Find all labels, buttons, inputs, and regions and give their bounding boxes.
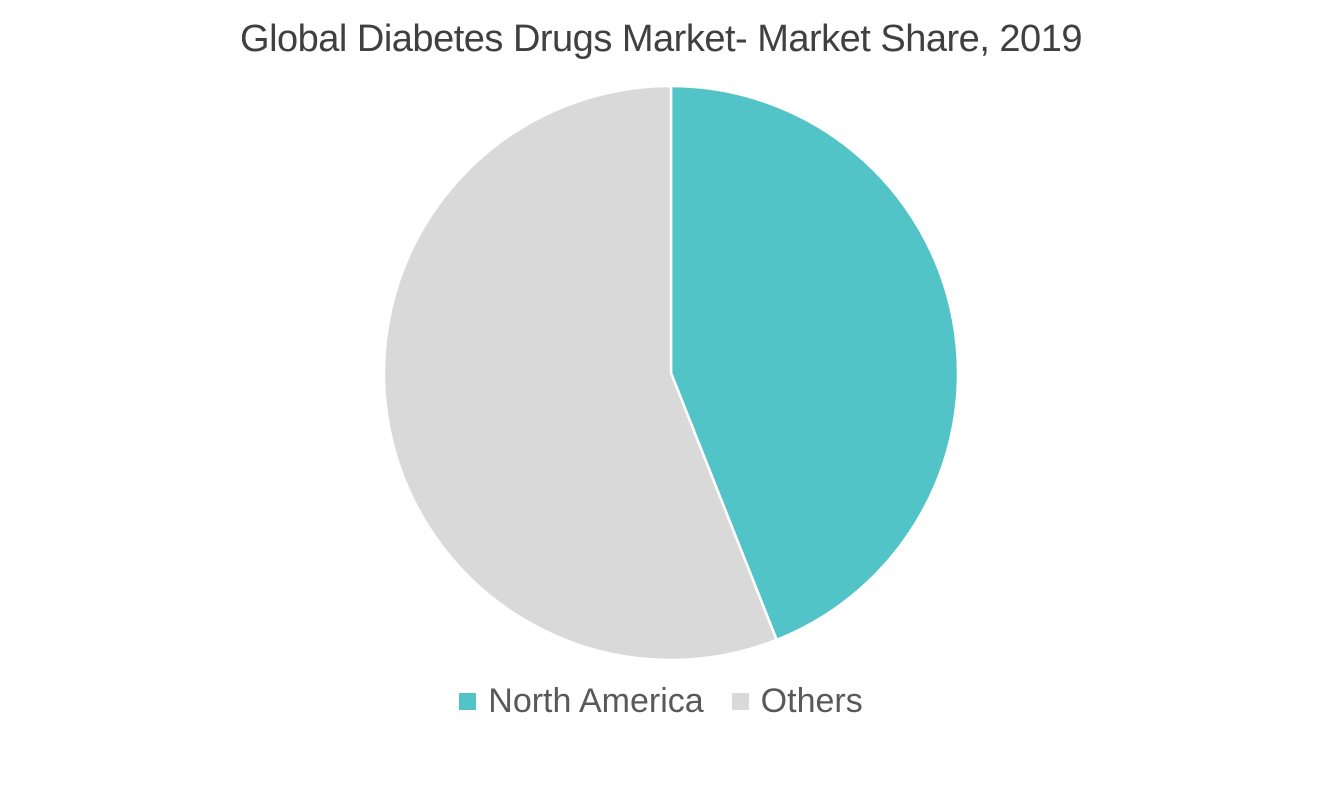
legend-swatch-north-america <box>459 693 477 710</box>
legend-label-north-america: North America <box>488 682 704 720</box>
legend-item-north-america: North America <box>459 682 704 721</box>
legend: North America Others <box>0 682 1322 721</box>
legend-label-others: Others <box>760 682 863 720</box>
pie-slice-others <box>382 84 778 662</box>
legend-swatch-others <box>731 693 749 710</box>
pie-slice-north-america <box>669 84 960 642</box>
chart-title: Global Diabetes Drugs Market- Market Sha… <box>240 18 1082 60</box>
legend-item-others: Others <box>731 682 863 721</box>
